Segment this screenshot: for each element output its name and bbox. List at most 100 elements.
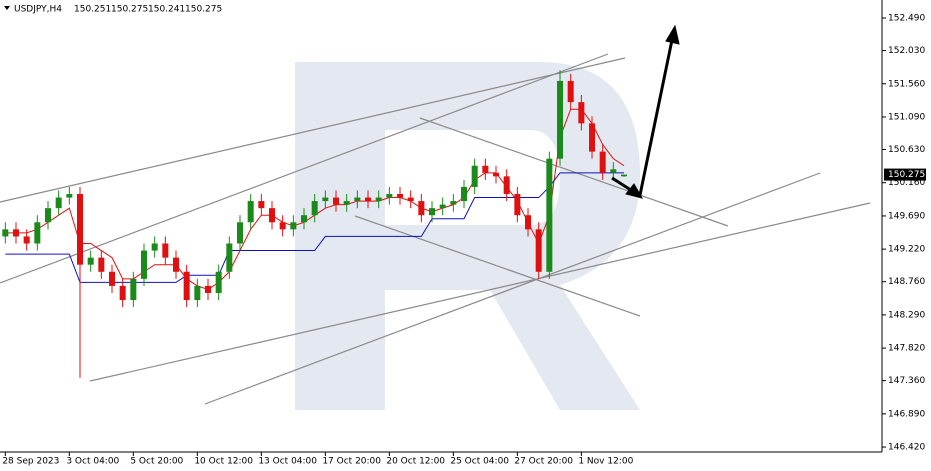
candle-body [151, 243, 158, 251]
candle-body [45, 208, 52, 223]
arrow-head [625, 183, 644, 199]
header-close: 150.275 [185, 5, 222, 15]
x-tick-label: 20 Oct 12:00 [386, 457, 445, 467]
trendline [204, 172, 821, 405]
candle-body [407, 197, 414, 202]
trendline [0, 57, 626, 203]
candle-body [610, 169, 617, 173]
x-tick-label: 3 Oct 04:00 [66, 457, 119, 467]
candle-body [589, 123, 596, 152]
candle-body [578, 102, 585, 124]
candle-body [322, 197, 329, 202]
candle-body [418, 201, 425, 216]
arrow-head [665, 24, 680, 45]
candle-body [621, 174, 628, 177]
header-low: 150.241 [148, 5, 185, 15]
candle-body [429, 208, 436, 216]
candle-body [87, 257, 94, 265]
indicator-line [5, 172, 625, 283]
candle-body [55, 197, 62, 209]
candle-body [13, 229, 20, 237]
candle-body [301, 215, 308, 223]
y-tick-label: 151.090 [888, 112, 925, 122]
candle-body [130, 278, 137, 301]
y-tick-label: 149.220 [888, 245, 925, 255]
candle-body [194, 285, 201, 301]
candle-body [119, 285, 126, 301]
candle-body [290, 222, 297, 230]
watermark [295, 62, 640, 410]
y-tick-label: 151.560 [888, 79, 925, 89]
header-open: 150.251 [74, 5, 111, 15]
candle-body [247, 201, 254, 223]
candle-body [237, 222, 244, 244]
x-tick-label: 10 Oct 12:00 [194, 457, 253, 467]
x-tick-label: 1 Nov 12:00 [578, 457, 633, 467]
candle-body [2, 229, 9, 237]
last-price-box [884, 168, 926, 181]
candle-body [397, 194, 404, 198]
candle-body [162, 243, 169, 258]
candle-body [471, 165, 478, 187]
x-tick-label: 25 Oct 04:00 [450, 457, 509, 467]
candle-body [386, 194, 393, 198]
y-tick-label: 149.690 [888, 211, 925, 221]
candle-body [450, 201, 457, 205]
y-tick-label: 146.890 [888, 409, 925, 419]
candle-body [567, 80, 574, 103]
candle-body [365, 197, 372, 202]
candle-body [503, 176, 510, 195]
candle-body [535, 229, 542, 272]
candle-body [141, 250, 148, 279]
candle-body [546, 158, 553, 272]
candle-body [311, 201, 318, 216]
candle-body [98, 257, 105, 272]
candle-body [173, 257, 180, 272]
y-tick-label: 148.760 [888, 277, 925, 287]
candle-body [493, 172, 500, 177]
y-tick-label: 152.030 [888, 46, 925, 56]
candle-body [215, 271, 222, 293]
candle-body [482, 165, 489, 173]
candle-body [599, 151, 606, 173]
arrows [611, 24, 680, 199]
x-tick-label: 5 Oct 20:00 [130, 457, 183, 467]
x-tick-label: 17 Oct 20:00 [322, 457, 381, 467]
y-tick-label: 148.290 [888, 310, 925, 320]
candle-body [354, 197, 361, 202]
candle-body [439, 204, 446, 209]
y-tick-label: 147.820 [888, 344, 925, 354]
header-high: 150.275 [111, 5, 148, 15]
trendline [354, 215, 641, 317]
y-tick-label: 150.630 [888, 145, 925, 155]
x-tick-label: 28 Sep 2023 [2, 457, 59, 467]
trendline [0, 53, 609, 284]
candle-body [258, 201, 265, 209]
symbol: USDJPY,H4 [14, 5, 62, 15]
trendlines [0, 53, 871, 405]
candle-body [333, 197, 340, 205]
symbol-icon [4, 6, 10, 10]
y-tick-label: 146.420 [888, 443, 925, 453]
candle-body [343, 201, 350, 205]
candle-body [183, 271, 190, 301]
arrow [638, 39, 674, 196]
plot [2, 70, 628, 378]
y-tick-label: 152.490 [888, 14, 925, 24]
y-tick-label: 147.360 [888, 376, 925, 386]
x-tick-label: 27 Oct 20:00 [514, 457, 573, 467]
candle-body [557, 80, 564, 159]
watermark-r [295, 62, 640, 410]
candle-body [226, 243, 233, 272]
candle-body [525, 215, 532, 230]
candle-body [23, 236, 30, 244]
candle-body [77, 194, 84, 265]
candle-body [66, 194, 73, 198]
candle-body [279, 222, 286, 230]
candle-body [461, 186, 468, 202]
x-tick-label: 13 Oct 04:00 [258, 457, 317, 467]
candle-body [205, 285, 212, 293]
trendline [419, 117, 729, 227]
candle-body [375, 197, 382, 202]
